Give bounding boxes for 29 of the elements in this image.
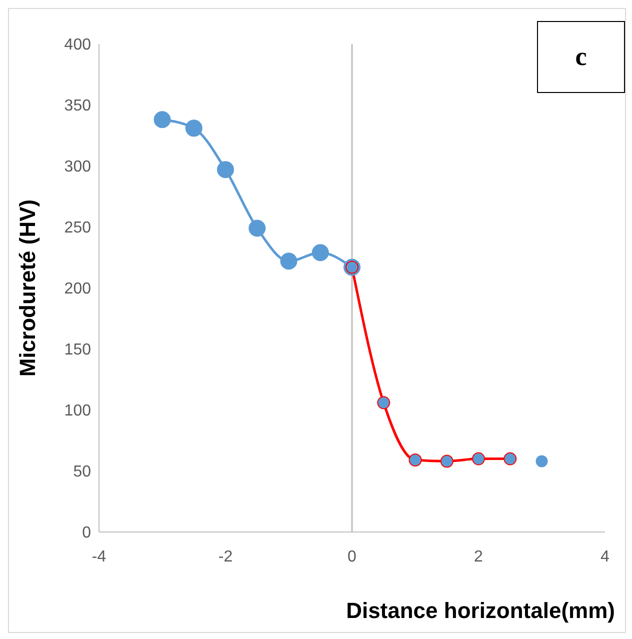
point bbox=[312, 244, 329, 262]
point bbox=[504, 452, 517, 466]
y-axis-title: Microdureté (HV) bbox=[14, 199, 40, 377]
x-axis-title: Distance horizontale(mm) bbox=[346, 598, 615, 624]
x-tick-label: 0 bbox=[348, 548, 357, 566]
y-tick-label: 350 bbox=[64, 98, 92, 115]
x-tick-label: -4 bbox=[92, 548, 106, 566]
y-tick-label: 100 bbox=[64, 402, 92, 420]
x-tick-label: 2 bbox=[474, 548, 484, 566]
y-tick-label: 200 bbox=[64, 280, 92, 298]
annotation: c bbox=[537, 21, 625, 93]
y-tick-label: 250 bbox=[64, 220, 92, 237]
point bbox=[408, 454, 422, 467]
y-tick-label: 300 bbox=[64, 158, 92, 176]
y-tick-label: 150 bbox=[64, 342, 92, 359]
point bbox=[280, 252, 298, 270]
point bbox=[536, 455, 548, 468]
x-tick-label: -2 bbox=[218, 548, 233, 566]
x-tick-label: 4 bbox=[600, 548, 610, 566]
point bbox=[377, 396, 390, 410]
point bbox=[472, 452, 485, 466]
y-tick-label: 50 bbox=[73, 464, 92, 481]
point bbox=[185, 120, 202, 137]
point bbox=[154, 111, 171, 128]
y-tick-label: 0 bbox=[82, 524, 92, 542]
y-tick-label: 400 bbox=[64, 36, 92, 54]
point bbox=[248, 220, 266, 237]
point bbox=[217, 161, 234, 178]
point bbox=[440, 454, 454, 468]
